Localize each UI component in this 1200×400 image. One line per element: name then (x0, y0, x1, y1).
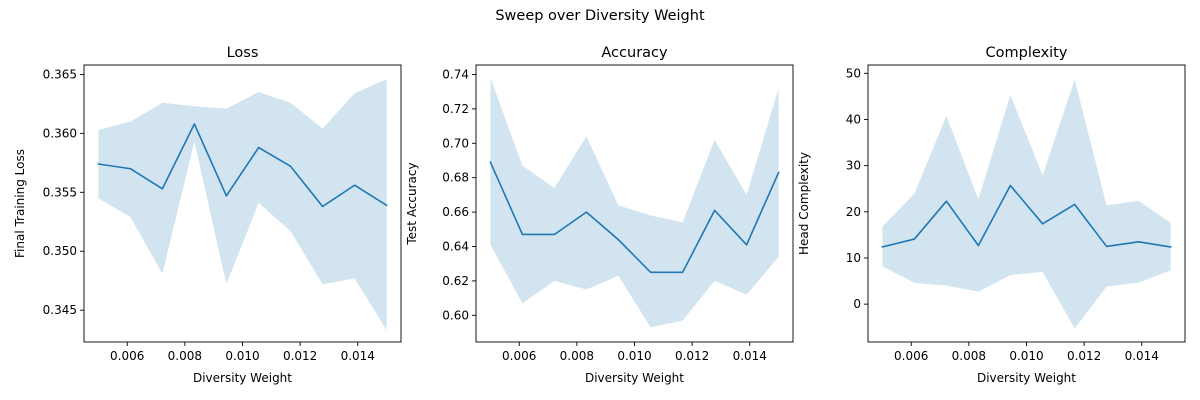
accuracy-y-tick-label: 0.72 (442, 102, 469, 116)
loss-mean-line (97, 123, 388, 208)
accuracy-y-tick-label: 0.64 (442, 240, 469, 254)
loss-x-tick-label: 0.012 (283, 349, 317, 363)
complexity-y-tick-label: 10 (846, 251, 861, 265)
accuracy-title: Accuracy (601, 45, 668, 61)
accuracy-y-tick-label: 0.66 (442, 205, 469, 219)
complexity-x-tick-label: 0.012 (1067, 349, 1101, 363)
accuracy-y-tick-label: 0.68 (442, 171, 469, 185)
accuracy-y-axis-label: Test Accuracy (405, 162, 419, 245)
accuracy-mean-line (489, 161, 780, 274)
complexity-y-tick-label: 50 (846, 66, 861, 80)
loss-y-tick-label: 0.355 (43, 185, 77, 199)
subplot-complexity: 0.006 0.008 0.010 0.012 0.014 0 10 20 30 40 50 Comp… (797, 45, 1186, 385)
complexity-y-tick-label: 20 (846, 205, 861, 219)
complexity-y-tick-label: 40 (846, 112, 861, 126)
complexity-x-tick-label: 0.008 (952, 349, 986, 363)
loss-x-tick-label: 0.008 (168, 349, 202, 363)
accuracy-y-tick-label: 0.62 (442, 274, 469, 288)
loss-x-tick-label: 0.006 (110, 349, 144, 363)
complexity-y-tick-label: 0 (853, 297, 861, 311)
complexity-mean-line (881, 184, 1172, 248)
complexity-y-axis-label: Head Complexity (797, 152, 811, 255)
subplots-container: 0.006 0.008 0.010 0.012 0.014 0.345 0.350 0.355… (13, 45, 1186, 385)
figure-suptitle: Sweep over Diversity Weight (495, 8, 705, 24)
loss-x-tick-label: 0.010 (225, 349, 259, 363)
complexity-x-tick-label: 0.006 (894, 349, 928, 363)
loss-y-axis-label: Final Training Loss (13, 149, 27, 258)
loss-y-tick-label: 0.365 (43, 67, 77, 81)
loss-y-tick-label: 0.360 (43, 126, 77, 140)
loss-y-tick-label: 0.350 (43, 244, 77, 258)
loss-y-tick-label: 0.345 (43, 303, 77, 317)
accuracy-x-tick-label: 0.010 (617, 349, 651, 363)
complexity-y-tick-label: 30 (846, 159, 861, 173)
accuracy-y-tick-label: 0.60 (442, 308, 469, 322)
accuracy-confidence-band (490, 77, 779, 328)
accuracy-x-tick-label: 0.012 (675, 349, 709, 363)
complexity-x-tick-label: 0.010 (1009, 349, 1043, 363)
accuracy-x-tick-label: 0.006 (502, 349, 536, 363)
complexity-title: Complexity (986, 45, 1068, 61)
subplot-loss: 0.006 0.008 0.010 0.012 0.014 0.345 0.350 0.355… (13, 45, 402, 385)
accuracy-x-axis-label: Diversity Weight (585, 371, 684, 385)
loss-x-axis-label: Diversity Weight (193, 371, 292, 385)
accuracy-y-tick-label: 0.74 (442, 67, 469, 81)
accuracy-x-tick-label: 0.008 (560, 349, 594, 363)
loss-title: Loss (227, 45, 259, 61)
loss-confidence-band (98, 79, 387, 331)
accuracy-y-tick-label: 0.70 (442, 136, 469, 150)
loss-x-tick-label: 0.014 (341, 349, 375, 363)
subplot-accuracy: 0.006 0.008 0.010 0.012 0.014 0.60 0.62 0.64 0.6… (405, 45, 794, 385)
complexity-x-axis-label: Diversity Weight (977, 371, 1076, 385)
accuracy-x-tick-label: 0.014 (733, 349, 767, 363)
complexity-x-tick-label: 0.014 (1125, 349, 1159, 363)
